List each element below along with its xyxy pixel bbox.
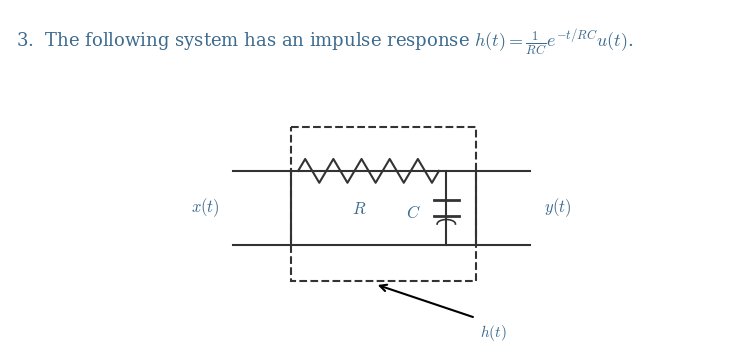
Text: 3.  The following system has an impulse response $h(t) = \frac{1}{RC}e^{-t/RC}u(: 3. The following system has an impulse r…: [16, 28, 634, 59]
Text: $R$: $R$: [352, 201, 367, 218]
Bar: [291, 127, 476, 281]
Text: $y(t)$: $y(t)$: [544, 197, 572, 220]
Text: $x(t)$: $x(t)$: [191, 197, 219, 220]
Text: $C$: $C$: [406, 205, 421, 222]
Text: $h(t)$: $h(t)$: [480, 323, 507, 343]
